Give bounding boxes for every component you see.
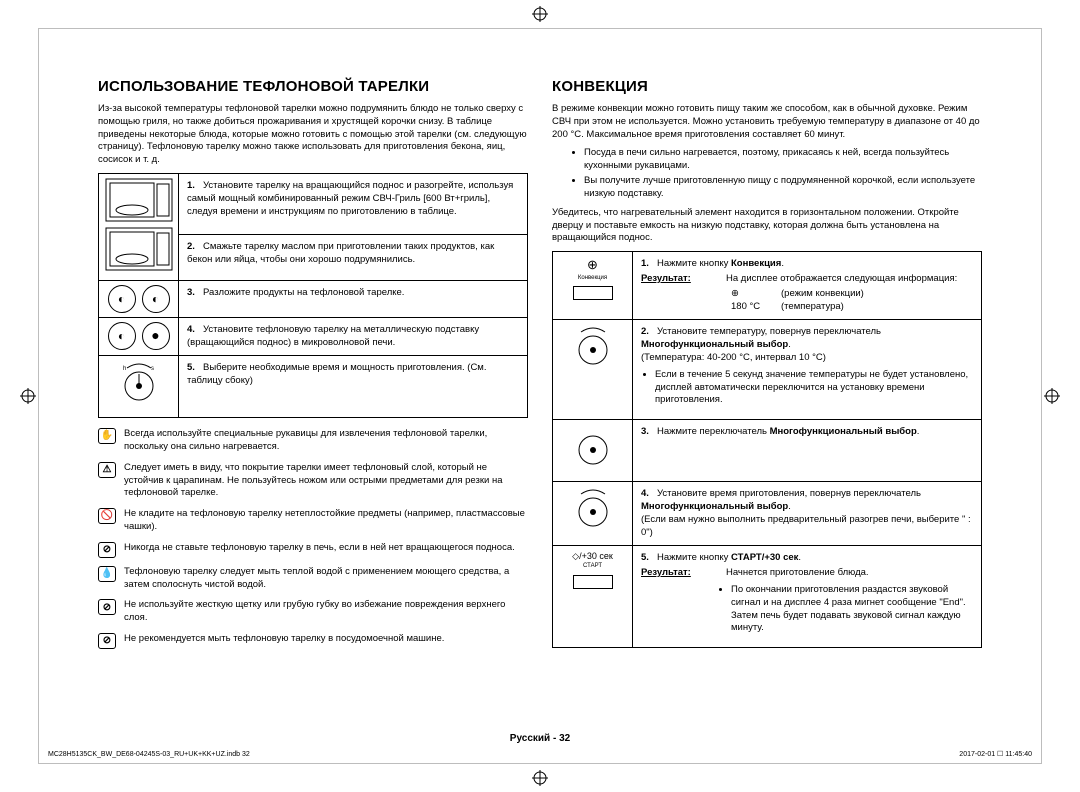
table-row: ⊕ Конвекция 1.Нажмите кнопку Конвекция. … [553,252,982,320]
step-text: 3.Нажмите переключатель Многофункциональ… [633,420,982,482]
step-diagram-dial-press [553,420,633,482]
table-row: hs 5.Выберите необходимые время и мощнос… [99,356,528,418]
table-row: 2.Установите температуру, повернув перек… [553,320,982,420]
table-row: 3.Нажмите переключатель Многофункциональ… [553,420,982,482]
note-row: ⊘Не используйте жесткую щетку или грубую… [98,599,528,625]
list-item: Вы получите лучше приготовленную пищу с … [584,175,982,201]
step-text: 1.Нажмите кнопку Конвекция. Результат: Н… [633,252,982,320]
crop-mark-top [532,6,548,22]
step-diagram-plates-stack [99,317,179,356]
note-row: ⊘Никогда не ставьте тефлоновую тарелку в… [98,542,528,558]
step-diagram-conv-button: ⊕ Конвекция [553,252,633,320]
step-text: 4.Установите время приготовления, поверн… [633,482,982,546]
crop-mark-left [20,388,36,404]
right-column: КОНВЕКЦИЯ В режиме конвекции можно готов… [552,78,982,752]
no-brush-icon: ⊘ [98,599,116,615]
page-footer-center: Русский - 32 [510,733,570,744]
right-bullets: Посуда в печи сильно нагревается, поэтом… [584,147,982,200]
left-heading: ИСПОЛЬЗОВАНИЕ ТЕФЛОНОВОЙ ТАРЕЛКИ [98,78,528,95]
table-row: 4.Установите время приготовления, поверн… [553,482,982,546]
svg-text:h: h [123,366,126,372]
step-diagram-dial [553,320,633,420]
note-row: ⊘Не рекомендуется мыть тефлоновую тарелк… [98,633,528,649]
left-intro: Из-за высокой температуры тефлоновой тар… [98,103,528,167]
crop-mark-bottom [532,770,548,786]
table-row: 4.Установите тефлоновую тарелку на метал… [99,317,528,356]
right-heading: КОНВЕКЦИЯ [552,78,982,95]
no-plastic-icon: 🚫 [98,508,116,524]
step-text: 4.Установите тефлоновую тарелку на метал… [179,317,528,356]
step-text: 1.Установите тарелку на вращающийся подн… [179,174,528,235]
table-row: 3.Разложите продукты на тефлоновой тарел… [99,280,528,317]
left-column: ИСПОЛЬЗОВАНИЕ ТЕФЛОНОВОЙ ТАРЕЛКИ Из-за в… [98,78,528,752]
oven-mitt-icon: ✋ [98,428,116,444]
list-item: Посуда в печи сильно нагревается, поэтом… [584,147,982,173]
caution-knife-icon: ⚠ [98,462,116,478]
note-row: 💧Тефлоновую тарелку следует мыть теплой … [98,566,528,592]
step-text: 3.Разложите продукты на тефлоновой тарел… [179,280,528,317]
wash-icon: 💧 [98,566,116,582]
note-row: 🚫Не кладите на тефлоновую тарелку нетепл… [98,508,528,534]
right-intro: В режиме конвекции можно готовить пищу т… [552,103,982,141]
step-text: 2.Установите температуру, повернув перек… [633,320,982,420]
note-row: ✋Всегда используйте специальные рукавицы… [98,428,528,454]
note-row: ⚠Следует иметь в виду, что покрытие таре… [98,462,528,500]
svg-text:s: s [151,366,154,372]
right-intro2: Убедитесь, что нагревательный элемент на… [552,207,982,245]
crop-mark-right [1044,388,1060,404]
page-footer-right: 2017-02-01 ☐ 11:45:40 [959,750,1032,758]
no-empty-icon: ⊘ [98,542,116,558]
step-text: 5.Нажмите кнопку СТАРТ/+30 сек. Результа… [633,546,982,648]
step-text: 2.Смажьте тарелку маслом при приготовлен… [179,234,528,280]
right-steps-table: ⊕ Конвекция 1.Нажмите кнопку Конвекция. … [552,251,982,648]
step-diagram-plates [99,280,179,317]
page-content: ИСПОЛЬЗОВАНИЕ ТЕФЛОНОВОЙ ТАРЕЛКИ Из-за в… [98,78,982,752]
step-diagram-dial: hs [99,356,179,418]
table-row: 1.Установите тарелку на вращающийся подн… [99,174,528,235]
left-steps-table: 1.Установите тарелку на вращающийся подн… [98,173,528,418]
step-text: 5.Выберите необходимые время и мощность … [179,356,528,418]
step-diagram-dial-time [553,482,633,546]
no-dishwasher-icon: ⊘ [98,633,116,649]
page-footer-left: MC28H5135CK_BW_DE68-04245S-03_RU+UK+KK+U… [48,751,250,758]
table-row: ◇/+30 сек СТАРТ 5.Нажмите кнопку СТАРТ/+… [553,546,982,648]
step-diagram-start-button: ◇/+30 сек СТАРТ [553,546,633,648]
step-diagram-microwave [99,174,179,281]
